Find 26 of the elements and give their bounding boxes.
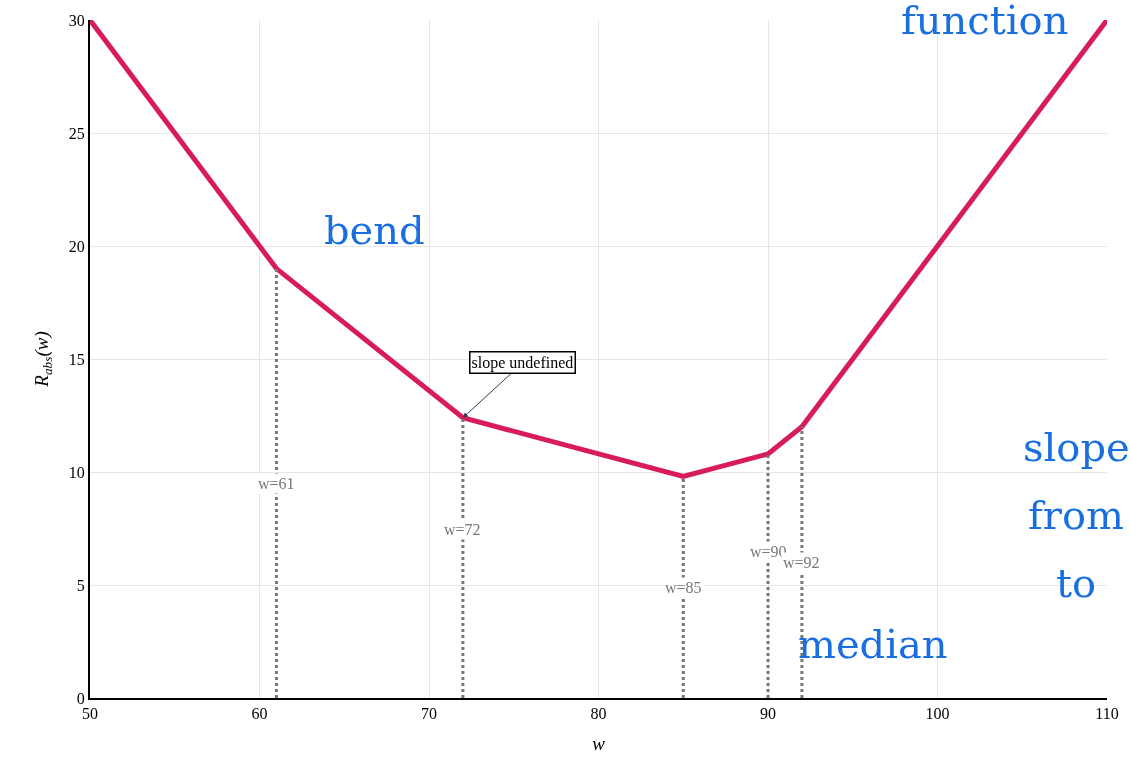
annotation: slope [1023, 424, 1130, 470]
x-axis-title: w [592, 732, 606, 754]
x-tick-label: 60 [251, 705, 268, 723]
y-tick-label: 0 [76, 689, 85, 707]
y-tick-label: 5 [76, 576, 85, 594]
annotation: slope undefined [471, 353, 574, 372]
y-tick-label: 30 [68, 11, 85, 29]
x-tick-label: 100 [925, 705, 950, 723]
x-tick-label: 80 [590, 705, 607, 723]
annotation: median [798, 621, 948, 667]
y-tick-label: 15 [68, 350, 85, 368]
annotation: from [1028, 492, 1124, 538]
annotation: bend [324, 207, 425, 253]
x-tick-label: 110 [1095, 705, 1119, 723]
annotation: function [901, 0, 1069, 43]
x-tick-label: 70 [421, 705, 437, 723]
x-tick-label: 90 [760, 705, 776, 723]
y-tick-label: 20 [68, 237, 85, 255]
ref-line-label: w=72 [444, 521, 481, 538]
x-tick-label: 50 [82, 705, 98, 723]
ref-line-label: w=85 [665, 579, 702, 596]
y-tick-label: 25 [68, 124, 85, 142]
ref-line-label: w=92 [783, 554, 820, 571]
ref-line-label: w=61 [258, 475, 295, 492]
y-tick-label: 10 [68, 463, 85, 481]
annotation: to [1056, 560, 1097, 606]
